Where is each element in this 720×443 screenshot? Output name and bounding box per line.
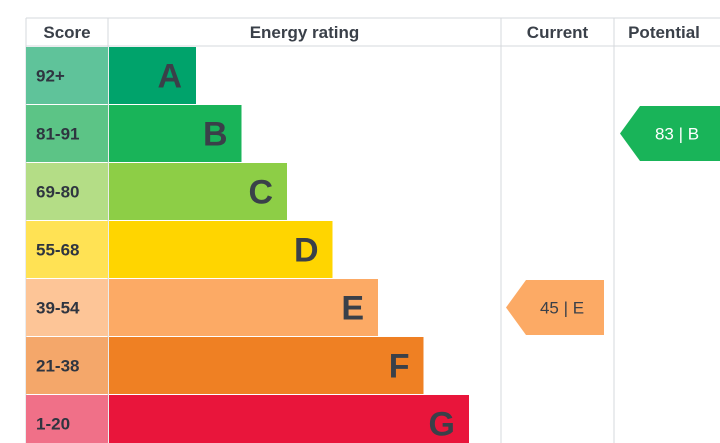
score-label-e: 39-54 — [36, 299, 80, 318]
band-bar-a — [109, 47, 196, 104]
score-header: Score — [43, 23, 90, 42]
band-bar-d — [109, 221, 333, 278]
score-label-a: 92+ — [36, 67, 65, 86]
score-label-f: 21-38 — [36, 357, 79, 376]
band-letter-e: E — [341, 290, 364, 328]
band-letter-d: D — [294, 232, 319, 270]
potential-rating-label: 83 | B — [655, 125, 699, 144]
score-label-c: 69-80 — [36, 183, 79, 202]
band-bar-c — [109, 163, 287, 220]
rating-markers: 45 | E 83 | B — [506, 106, 720, 335]
current-rating-label: 45 | E — [540, 299, 584, 318]
band-letter-g: G — [429, 406, 455, 443]
score-cell-e — [26, 279, 108, 336]
score-cell-f — [26, 337, 108, 394]
score-label-b: 81-91 — [36, 125, 79, 144]
band-letter-f: F — [389, 348, 410, 386]
score-cell-d — [26, 221, 108, 278]
score-cell-b — [26, 105, 108, 162]
energy-rating-header: Energy rating — [250, 23, 360, 42]
band-bar-b — [109, 105, 242, 162]
score-cell-a — [26, 47, 108, 104]
current-arrow — [506, 280, 604, 335]
score-cell-g — [26, 395, 108, 443]
band-bar-g — [109, 395, 469, 443]
potential-header: Potential — [628, 23, 700, 42]
score-label-g: 1-20 — [36, 415, 70, 434]
score-cell-c — [26, 163, 108, 220]
score-label-d: 55-68 — [36, 241, 79, 260]
band-bar-e — [109, 279, 378, 336]
band-letter-c: C — [248, 174, 273, 212]
band-bar-f — [109, 337, 424, 394]
rating-bands: 92+ A 81-91 B 69-80 C 55-68 D 39-54 E 21-38 F 1-20 G — [26, 47, 469, 443]
band-letter-b: B — [203, 116, 228, 154]
current-header: Current — [527, 23, 589, 42]
table-headers: Score Energy rating Current Potential — [43, 23, 700, 42]
potential-arrow — [620, 106, 720, 161]
band-letter-a: A — [157, 58, 182, 96]
